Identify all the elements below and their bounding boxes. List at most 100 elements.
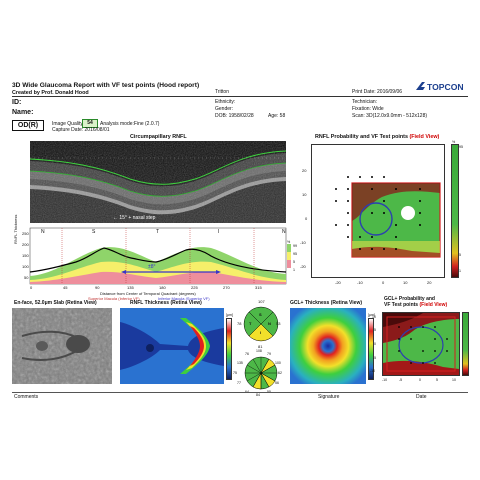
gcl-ytick: 10 <box>372 315 376 319</box>
comments-label: Comments <box>14 394 39 400</box>
prob-scale-1: 1 <box>459 269 461 273</box>
gcl-prob-scale-bar <box>462 312 469 376</box>
clock-sector-chart <box>238 352 284 399</box>
quad-i: I <box>218 229 220 235</box>
name-label: Name: <box>12 109 34 116</box>
clock-value: 135 <box>237 361 243 365</box>
gcl-ytick: -5 <box>373 356 377 360</box>
scan-info: Scan: 3D(12.0x9.0mm - 512x128) <box>352 113 428 119</box>
quad-value-i: 81 <box>258 344 263 349</box>
brand-text: TOPCON <box>427 82 464 92</box>
rnfl-profile-chart <box>16 221 296 299</box>
xtick: 180 <box>159 285 166 290</box>
gcl-xtick: 10 <box>452 378 456 382</box>
gcl-probability-map <box>382 312 460 376</box>
footer-divider <box>12 392 468 393</box>
created-by: Created by Prof. Donald Hood <box>12 90 89 96</box>
rnfl-thickness-title: RNFL Thickness (Retina View) <box>130 300 202 306</box>
vf-ytick: -20 <box>300 264 306 269</box>
ytick: 200 <box>22 242 29 247</box>
legend-pct-99: 99 <box>293 244 297 248</box>
fixation: Fixation: Wide <box>352 106 384 112</box>
analysis-mode: Analysis mode:Fine (2.0.7) <box>100 121 160 127</box>
span-label: ← 15° + nasal step <box>113 215 156 221</box>
gcl-prob-title-line1: GCL+ Probability and <box>384 296 435 302</box>
ethnicity: Ethnicity: <box>215 99 236 105</box>
id-label: ID: <box>12 99 22 106</box>
gender: Gender: <box>215 106 234 112</box>
eye-badge: OD(R) <box>12 120 44 131</box>
enface-title: En-face, 52.0μm Slab (Retina View) <box>14 300 97 306</box>
prob-scale-5: 5 <box>459 253 461 257</box>
vf-ytick: 0 <box>305 216 308 221</box>
technician: Technician: <box>352 99 378 105</box>
legend-pct-1: 1 <box>293 268 295 272</box>
clock-value: 79 <box>267 352 271 356</box>
quad-letter-n: N <box>268 321 271 326</box>
clock-value: 56 <box>275 381 279 385</box>
clock-value: 62 <box>278 371 282 375</box>
gcl-ytick: -10 <box>370 369 376 373</box>
clock-value: 100 <box>275 361 281 365</box>
vf-xtick: 10 <box>403 280 408 285</box>
arrow-label: ±8° <box>148 264 156 270</box>
xtick: 45 <box>63 285 68 290</box>
oct-bscan <box>30 141 286 223</box>
gcl-xtick: 5 <box>436 378 438 382</box>
rnfl-thickness-map <box>120 308 224 384</box>
xtick: 90 <box>95 285 100 290</box>
gcl-xtick: -10 <box>382 378 388 382</box>
quad-value-n: 53 <box>276 321 281 326</box>
clock-value: 84 <box>256 393 260 397</box>
quadrant-sector-chart <box>236 302 286 351</box>
rnfl-prob-title: RNFL Probability and VF Test points (Fie… <box>315 134 440 140</box>
clock-value: 75 <box>233 371 237 375</box>
gcl-xtick: -5 <box>399 378 403 382</box>
clock-value: 77 <box>237 381 241 385</box>
ytick: 100 <box>22 264 29 269</box>
gcl-ytick: 5 <box>374 328 376 332</box>
vf-ytick: 20 <box>302 168 307 173</box>
ytick: 150 <box>22 253 29 258</box>
capture-date: Capture Date: 2016/08/01 <box>52 127 110 133</box>
vf-xtick: -20 <box>335 280 341 285</box>
dob: DOB: 1958/02/28 <box>215 113 254 119</box>
enface-image <box>12 308 112 384</box>
prob-scale-bar <box>451 144 459 278</box>
quad-n-right: N <box>282 229 286 235</box>
clock-value: 108 <box>256 349 262 353</box>
legend-pct-5: 5 <box>293 260 295 264</box>
gcl-xtick: 0 <box>419 378 421 382</box>
rnfl-probability-map <box>311 144 445 278</box>
xtick: 0 <box>30 285 33 290</box>
vf-ytick: -10 <box>300 240 306 245</box>
topcon-logo: TOPCON <box>415 80 471 99</box>
image-quality-label: Image Quality <box>52 121 83 127</box>
quad-letter-i: I <box>260 330 262 335</box>
quad-letter-t: T <box>249 321 252 326</box>
quad-n-left: N <box>41 229 45 235</box>
ytick: 250 <box>22 231 29 236</box>
quad-letter-s: S <box>259 312 262 317</box>
quad-s: S <box>92 229 96 235</box>
image-quality-value: 54 <box>82 119 98 128</box>
gcl-prob-title-line2: VF Test points (Field View) <box>384 302 448 308</box>
vf-ytick: 10 <box>302 192 307 197</box>
legend-pct-header: % <box>287 240 291 244</box>
vf-xtick: 0 <box>382 280 385 285</box>
ytick: 50 <box>24 275 29 280</box>
gcl-ytick: 0 <box>374 342 376 346</box>
legend-superior: Superior Macula (Inferior VF) <box>88 296 140 301</box>
age: Age: 58 <box>268 113 286 119</box>
xtick: 315 <box>255 285 262 290</box>
quad-value-t: 78 <box>237 321 242 326</box>
legend-inferior: Inferior Macula (Superior VF) <box>158 296 210 301</box>
quad-t: T <box>156 229 160 235</box>
print-date: Print Date: 2016/09/06 <box>352 89 403 95</box>
report-title: 3D Wide Glaucoma Report with VF test poi… <box>12 82 200 89</box>
legend-pct-95: 95 <box>293 252 297 256</box>
quad-value-s: 107 <box>258 299 265 304</box>
rnfl-colorbar-unit: [μm] <box>226 313 233 317</box>
prob-scale-95: 95 <box>459 145 463 149</box>
profile-xlabel: Distance from Center of Temporal Quadran… <box>100 291 196 296</box>
